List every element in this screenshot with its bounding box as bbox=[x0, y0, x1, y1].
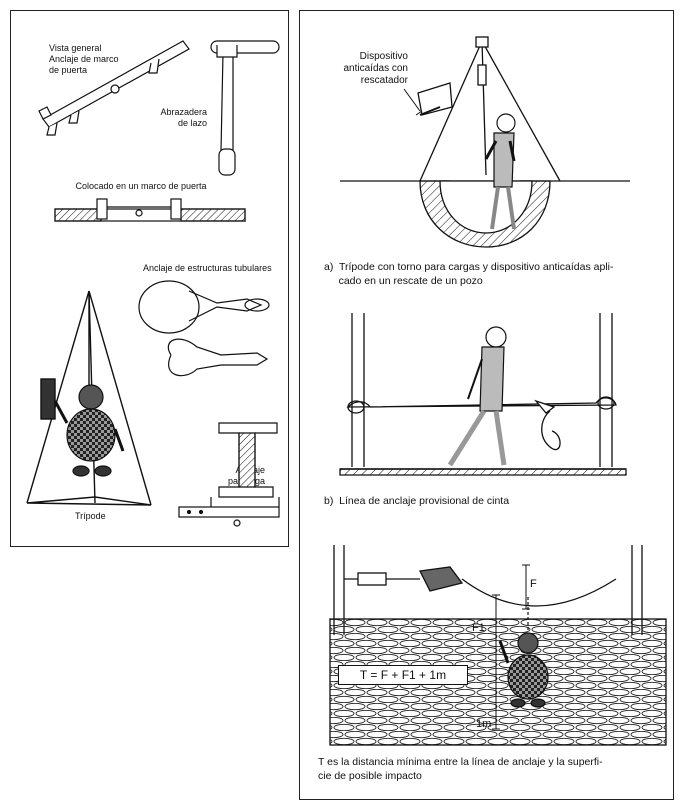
beam-anchor-illustration bbox=[178, 422, 280, 527]
label-door-frame-placed: Colocado en un marco de puerta bbox=[75, 181, 207, 191]
door-frame-placed-illustration bbox=[54, 198, 246, 222]
left-panel: Vista general Anclaje de marco de puerta… bbox=[10, 10, 289, 547]
label-tripod: Trípode bbox=[75, 511, 106, 521]
caption-c: T es la distancia mínima entre la línea … bbox=[318, 756, 603, 782]
tripod-illustration bbox=[26, 290, 152, 506]
caption-a: a) Trípode con torno para cargas y dispo… bbox=[324, 261, 614, 287]
well-rescue-illustration bbox=[340, 36, 630, 248]
formula-box: T = F + F1 + 1m bbox=[338, 665, 468, 685]
label-f1: F1 bbox=[472, 622, 485, 634]
label-door-frame-general: Vista general Anclaje de marco de puerta bbox=[49, 43, 119, 75]
door-frame-anchor-illustration bbox=[38, 40, 280, 176]
label-1m: 1m bbox=[476, 718, 492, 730]
clearance-diagram-illustration bbox=[329, 545, 667, 746]
tubular-anchor-illustration bbox=[138, 280, 270, 377]
anchor-line-illustration bbox=[339, 313, 627, 476]
caption-b: b) Línea de anclaje provisional de cinta bbox=[324, 495, 510, 507]
label-tubular-anchor: Anclaje de estructuras tubulares bbox=[143, 263, 272, 273]
label-clamp: Abrazadera de lazo bbox=[160, 107, 207, 128]
label-f: F bbox=[530, 578, 537, 590]
label-fall-arrest-device: Dispositivo anticaídas con rescatador bbox=[343, 51, 409, 86]
right-panel: Dispositivo anticaídas con rescatador bbox=[299, 10, 674, 800]
